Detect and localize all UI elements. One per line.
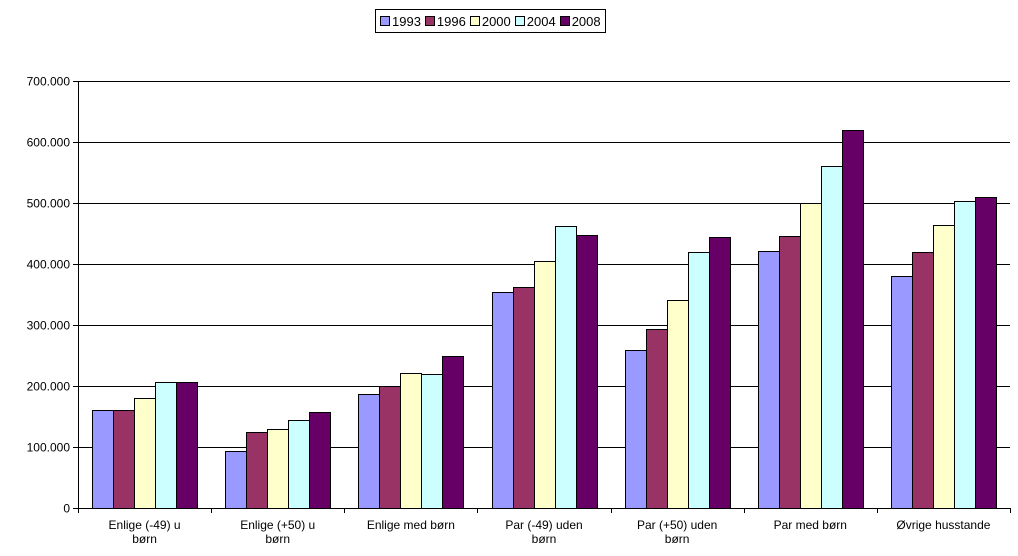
- legend-swatch: [514, 16, 525, 26]
- legend-label: 1996: [436, 13, 466, 29]
- y-tick-label: 300.000: [27, 319, 71, 333]
- bar-1993-5: [758, 251, 780, 509]
- bar-1996-0: [113, 410, 135, 509]
- x-tick-label: børn: [665, 532, 690, 546]
- bar-2008-2: [442, 356, 464, 509]
- legend-swatch: [424, 16, 435, 26]
- x-tick-label: Par (-49) uden: [505, 518, 582, 532]
- bar-2000-3: [534, 261, 556, 509]
- bar-2000-2: [400, 373, 422, 509]
- legend-label: 2004: [526, 13, 556, 29]
- legend-item-1993: 1993: [380, 14, 421, 29]
- legend-label: 2008: [571, 13, 601, 29]
- bar-1996-4: [646, 329, 668, 509]
- bar-1993-6: [891, 276, 913, 509]
- bar-1996-6: [912, 252, 934, 509]
- bar-1993-3: [492, 292, 514, 509]
- bar-2008-5: [842, 130, 864, 509]
- x-tick-label: Enlige (+50) u: [240, 518, 315, 532]
- bar-1996-1: [246, 432, 268, 509]
- bar-1996-3: [513, 287, 535, 509]
- legend-label: 2000: [481, 13, 511, 29]
- legend-item-1996: 1996: [424, 13, 466, 29]
- chart-legend: 1993 1996 2000 2004 2008: [375, 9, 606, 33]
- bar-2004-5: [821, 166, 843, 509]
- bar-2000-6: [933, 225, 955, 509]
- y-tick-label: 500.000: [27, 197, 71, 211]
- bar-2008-4: [709, 237, 731, 509]
- bar-2008-3: [576, 235, 598, 509]
- bar-1993-0: [92, 410, 114, 509]
- x-tick-label: børn: [265, 532, 290, 546]
- y-tick-label: 100.000: [27, 441, 71, 455]
- legend-swatch: [559, 16, 570, 26]
- legend-swatch: [469, 16, 480, 26]
- x-tick-label: Øvrige husstande: [896, 518, 990, 532]
- bar-2008-6: [975, 197, 997, 509]
- y-tick-label: 700.000: [27, 75, 71, 89]
- bar-1996-5: [779, 236, 801, 509]
- y-tick-label: 0: [63, 502, 70, 516]
- y-tick-label: 400.000: [27, 258, 71, 272]
- x-tick-label: børn: [532, 532, 557, 546]
- bar-2004-2: [421, 374, 443, 509]
- bar-2008-1: [309, 412, 331, 509]
- x-tick-label: Enlige med børn: [367, 518, 455, 532]
- bar-2008-0: [176, 382, 198, 509]
- x-tick-label: Par (+50) uden: [637, 518, 717, 532]
- y-tick-label: 600.000: [27, 136, 71, 150]
- bar-1996-2: [379, 386, 401, 509]
- bar-2004-6: [954, 201, 976, 509]
- legend-item-2004: 2004: [514, 13, 556, 29]
- bar-2000-5: [800, 203, 822, 509]
- legend-item-2000: 2000: [469, 13, 511, 29]
- bar-2000-4: [667, 300, 689, 509]
- bar-1993-2: [358, 394, 380, 509]
- bar-1993-1: [225, 451, 247, 509]
- bar-2004-1: [288, 420, 310, 509]
- x-tick-label: børn: [132, 532, 157, 546]
- x-tick-label: Enlige (-49) u: [109, 518, 181, 532]
- bar-1993-4: [625, 350, 647, 509]
- y-tick-label: 200.000: [27, 380, 71, 394]
- bar-2004-3: [555, 226, 577, 509]
- bar-2004-0: [155, 382, 177, 509]
- legend-swatch: [380, 16, 390, 26]
- x-tick-label: Par med børn: [774, 518, 847, 532]
- legend-label: 1993: [392, 13, 421, 29]
- bar-2000-0: [134, 398, 156, 509]
- bar-2004-4: [688, 252, 710, 509]
- legend-item-2008: 2008: [559, 13, 601, 29]
- bar-2000-1: [267, 429, 289, 509]
